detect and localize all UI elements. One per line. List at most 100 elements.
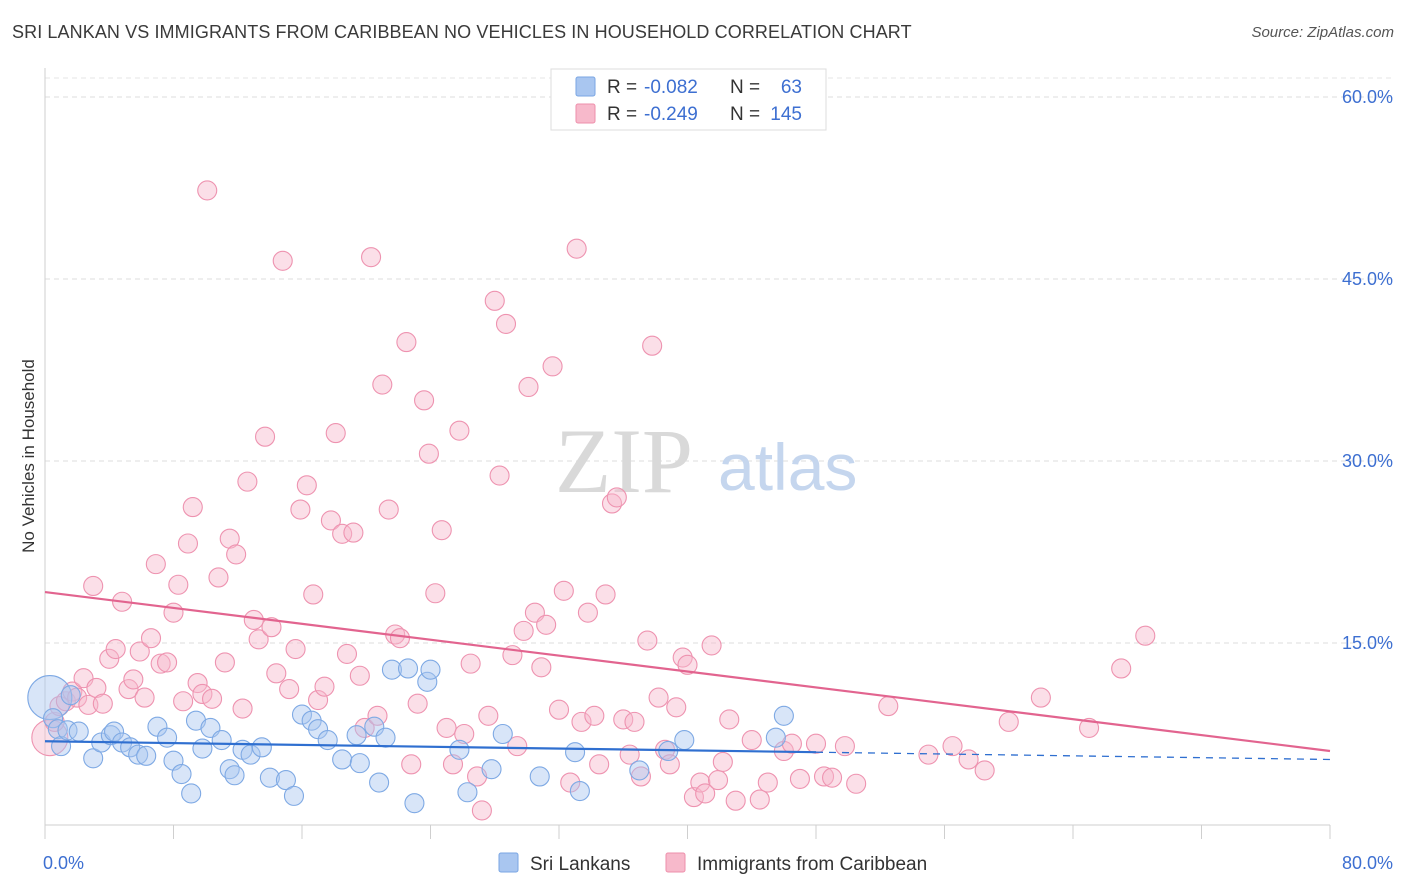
point-caribbean-63 bbox=[396, 332, 417, 353]
point-srilankan-52 bbox=[565, 742, 586, 763]
point-caribbean-48 bbox=[308, 689, 329, 711]
point-srilankan-36 bbox=[332, 749, 353, 770]
point-srilankan-6 bbox=[68, 721, 89, 742]
point-caribbean-29 bbox=[197, 180, 218, 201]
watermark-zip: ZIP bbox=[555, 410, 693, 512]
point-caribbean-120 bbox=[741, 730, 762, 751]
point-caribbean-95 bbox=[584, 705, 605, 726]
point-srilankan-58 bbox=[773, 705, 794, 726]
legend-bottom-label-caribbean: Immigrants from Caribbean bbox=[697, 854, 927, 875]
point-caribbean-60 bbox=[378, 499, 399, 520]
point-srilankan-56 bbox=[674, 730, 695, 751]
y-tick-label-2: 45.0% bbox=[1342, 269, 1393, 289]
point-caribbean-77 bbox=[478, 705, 499, 726]
point-caribbean-52 bbox=[332, 523, 353, 544]
legend-bottom-swatch-caribbean bbox=[665, 852, 686, 873]
point-caribbean-84 bbox=[518, 376, 539, 398]
point-caribbean-72 bbox=[449, 420, 470, 441]
point-caribbean-21 bbox=[157, 652, 178, 673]
trend-line-srilankans bbox=[44, 740, 817, 754]
point-caribbean-116 bbox=[707, 770, 729, 791]
point-caribbean-129 bbox=[834, 736, 855, 757]
point-caribbean-11 bbox=[99, 648, 120, 669]
legend-n-value-2: 145 bbox=[770, 104, 802, 125]
point-caribbean-113 bbox=[690, 772, 711, 793]
point-srilankan-35 bbox=[317, 730, 338, 751]
point-caribbean-128 bbox=[822, 767, 843, 788]
point-caribbean-66 bbox=[414, 390, 435, 411]
point-caribbean-93 bbox=[571, 711, 592, 732]
legend-top: R = -0.082 N = 63 R = -0.249 N = 145 bbox=[550, 68, 827, 131]
chart-title: SRI LANKAN VS IMMIGRANTS FROM CARIBBEAN … bbox=[12, 22, 912, 42]
x-tick-label-min: 0.0% bbox=[43, 853, 84, 873]
point-caribbean-94 bbox=[577, 602, 598, 623]
point-srilankan-18 bbox=[171, 763, 192, 785]
point-caribbean-140 bbox=[1135, 625, 1156, 646]
legend-r-label-1: R = bbox=[607, 77, 637, 98]
point-caribbean-8 bbox=[83, 575, 104, 597]
point-caribbean-10 bbox=[92, 693, 113, 714]
point-srilankan-28 bbox=[251, 737, 272, 758]
point-srilankan-54 bbox=[629, 760, 650, 781]
point-caribbean-134 bbox=[958, 749, 979, 770]
point-caribbean-76 bbox=[471, 800, 492, 821]
point-caribbean-119 bbox=[725, 790, 746, 811]
point-caribbean-58 bbox=[367, 705, 388, 726]
point-caribbean-41 bbox=[266, 663, 287, 684]
point-caribbean-133 bbox=[942, 736, 963, 757]
point-caribbean-88 bbox=[542, 356, 563, 377]
point-caribbean-105 bbox=[642, 335, 663, 356]
point-caribbean-57 bbox=[361, 247, 382, 268]
point-caribbean-44 bbox=[285, 639, 306, 660]
legend-r-label-2: R = bbox=[607, 104, 637, 125]
point-caribbean-49 bbox=[314, 676, 335, 697]
point-caribbean-90 bbox=[553, 580, 574, 601]
point-caribbean-136 bbox=[998, 711, 1019, 732]
point-srilankan-44 bbox=[404, 793, 425, 814]
y-tick-label-0: 15.0% bbox=[1342, 633, 1393, 653]
point-srilankan-19 bbox=[181, 783, 202, 804]
point-caribbean-42 bbox=[272, 250, 293, 271]
point-caribbean-138 bbox=[1079, 717, 1100, 738]
point-caribbean-125 bbox=[789, 768, 810, 789]
point-srilankan-7 bbox=[83, 748, 104, 769]
point-caribbean-59 bbox=[372, 374, 393, 395]
point-srilankan-57 bbox=[765, 727, 786, 748]
point-caribbean-78 bbox=[484, 290, 505, 311]
point-caribbean-23 bbox=[168, 574, 189, 595]
point-caribbean-121 bbox=[749, 789, 770, 810]
legend-n-label-2: N = bbox=[730, 104, 760, 125]
point-caribbean-111 bbox=[677, 654, 698, 675]
point-caribbean-64 bbox=[401, 754, 422, 775]
y-tick-label-3: 60.0% bbox=[1342, 87, 1393, 107]
point-caribbean-97 bbox=[595, 584, 616, 605]
point-caribbean-31 bbox=[208, 567, 229, 588]
point-caribbean-139 bbox=[1111, 658, 1132, 679]
point-caribbean-68 bbox=[425, 583, 446, 604]
point-caribbean-30 bbox=[202, 688, 223, 709]
point-caribbean-18 bbox=[140, 628, 162, 649]
legend-swatch-caribbean bbox=[575, 103, 596, 124]
point-caribbean-73 bbox=[454, 723, 475, 745]
point-caribbean-137 bbox=[1030, 687, 1051, 708]
point-caribbean-115 bbox=[701, 635, 722, 656]
point-caribbean-102 bbox=[624, 711, 645, 732]
y-tick-label-1: 30.0% bbox=[1342, 451, 1393, 471]
point-caribbean-43 bbox=[279, 679, 300, 700]
point-caribbean-96 bbox=[589, 754, 610, 775]
point-caribbean-17 bbox=[134, 687, 155, 708]
axes bbox=[44, 68, 1331, 839]
point-caribbean-53 bbox=[336, 643, 358, 664]
point-srilankan-49 bbox=[481, 759, 502, 780]
gridlines bbox=[45, 77, 1395, 644]
point-srilankan-37 bbox=[346, 725, 367, 746]
point-caribbean-82 bbox=[507, 736, 528, 757]
point-srilankan-9 bbox=[100, 725, 121, 746]
point-srilankan-31 bbox=[283, 785, 305, 806]
point-caribbean-99 bbox=[606, 487, 627, 508]
point-caribbean-27 bbox=[187, 672, 208, 694]
point-caribbean-35 bbox=[232, 698, 253, 719]
point-caribbean-16 bbox=[129, 641, 150, 662]
point-srilankan-45 bbox=[417, 671, 438, 692]
legend-bottom: Sri Lankans Immigrants from Caribbean bbox=[498, 852, 927, 875]
